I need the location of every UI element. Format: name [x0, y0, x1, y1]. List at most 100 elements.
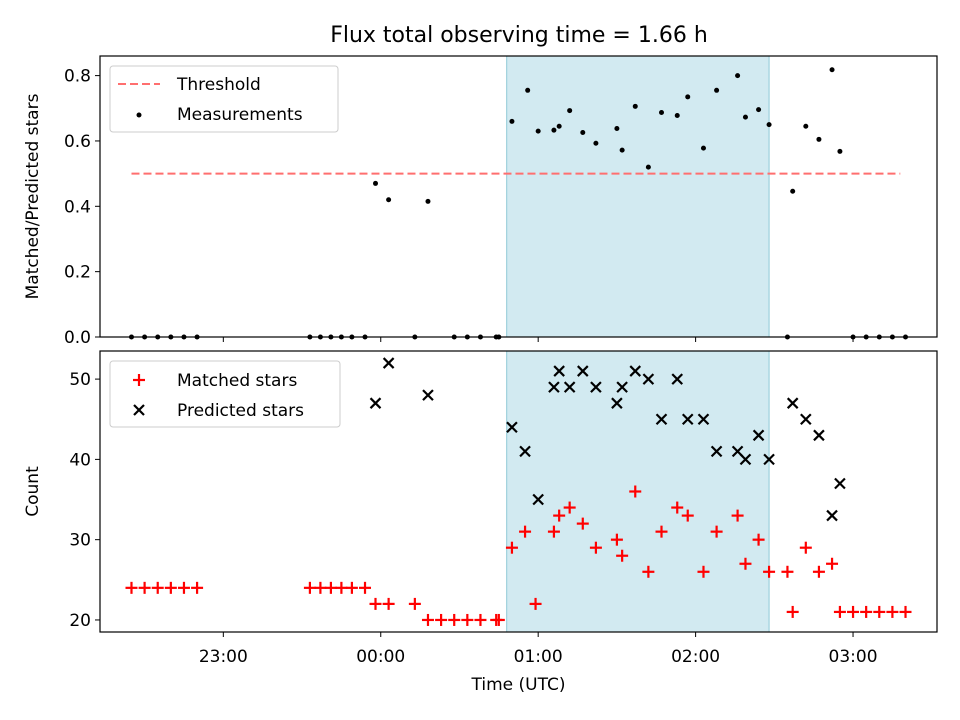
data-point	[590, 381, 602, 393]
data-point	[547, 525, 560, 538]
data-point	[763, 565, 776, 578]
data-point	[642, 373, 655, 385]
data-point	[616, 549, 629, 562]
data-point	[614, 126, 620, 132]
data-point	[461, 613, 474, 626]
count-y-axis-label: Count	[23, 466, 43, 517]
data-point	[580, 129, 586, 135]
data-point	[886, 605, 899, 618]
data-point	[642, 565, 655, 578]
data-point	[505, 541, 518, 554]
data-point	[529, 597, 542, 610]
data-point	[873, 605, 886, 618]
data-point	[589, 541, 602, 554]
data-point	[324, 581, 337, 594]
data-point	[710, 445, 723, 458]
data-point	[563, 381, 576, 393]
data-point	[629, 365, 642, 377]
data-point	[632, 103, 638, 109]
data-point	[752, 429, 765, 442]
data-point	[700, 145, 706, 151]
data-point	[685, 94, 691, 100]
data-point	[435, 613, 448, 626]
legend-matched-label: Matched stars	[177, 371, 297, 391]
data-point	[567, 108, 573, 114]
x-tick-label: 03:00	[829, 647, 878, 667]
data-point	[731, 509, 744, 522]
y-tick-label: 40	[69, 450, 91, 470]
ratio-axes-frame	[99, 55, 938, 338]
data-point	[763, 453, 775, 466]
data-point	[710, 525, 723, 538]
data-point	[681, 509, 694, 522]
data-point	[492, 613, 505, 626]
data-point	[553, 509, 566, 522]
observing-window-shade	[506, 55, 770, 338]
data-point	[369, 397, 382, 409]
y-tick-label: 0.2	[64, 263, 91, 283]
data-point	[421, 613, 434, 626]
data-point	[756, 107, 762, 113]
data-point	[532, 493, 544, 506]
x-tick-label: 23:00	[199, 647, 248, 667]
y-tick-label: 0.4	[64, 197, 91, 217]
data-point	[576, 517, 589, 530]
ratio-panel: 0.00.20.40.60.8 Matched/Predicted stars …	[23, 55, 938, 348]
data-point	[837, 148, 843, 154]
data-point	[382, 597, 395, 610]
legend-threshold-label: Threshold	[176, 75, 261, 95]
data-point	[519, 525, 532, 538]
count-panel: 20 30 40 50 23:00 00:00 01:00 02:00 03:00 Count…	[23, 350, 938, 695]
data-point	[655, 413, 668, 426]
matched-stars-series	[125, 485, 912, 626]
data-point	[553, 365, 565, 377]
data-point	[790, 188, 796, 194]
data-point	[714, 87, 720, 93]
data-point	[563, 501, 576, 514]
data-point	[800, 413, 812, 426]
data-point	[177, 581, 190, 594]
data-point	[786, 397, 799, 409]
y-tick-label: 0.8	[64, 67, 91, 87]
data-point	[422, 389, 434, 401]
data-point	[382, 357, 395, 369]
data-point	[833, 605, 846, 618]
data-point	[671, 373, 684, 385]
legend-matched-swatch	[133, 374, 145, 386]
chart-title: Flux total observing time = 1.66 h	[330, 23, 708, 48]
legend-predicted-label: Predicted stars	[177, 401, 304, 421]
data-point	[616, 381, 628, 393]
data-point	[681, 413, 694, 426]
predicted-stars-series	[369, 357, 846, 522]
x-tick-label: 02:00	[671, 647, 720, 667]
y-tick-label: 30	[69, 531, 91, 551]
data-point	[593, 140, 599, 146]
count-legend-box	[109, 360, 341, 428]
data-point	[525, 87, 531, 93]
data-point	[752, 533, 765, 546]
data-point	[448, 613, 461, 626]
time-x-axis: 23:00 00:00 01:00 02:00 03:00	[199, 632, 878, 667]
data-point	[138, 581, 151, 594]
data-point	[847, 605, 860, 618]
data-point	[359, 581, 372, 594]
ratio-x-ticks	[222, 337, 854, 342]
data-point	[519, 445, 531, 458]
data-point	[509, 118, 515, 124]
data-point	[386, 197, 392, 203]
data-point	[619, 147, 625, 153]
data-point	[739, 557, 752, 570]
data-point	[671, 501, 684, 514]
data-point	[697, 413, 710, 426]
data-point	[610, 533, 623, 546]
data-point	[803, 123, 809, 129]
data-point	[658, 110, 664, 116]
data-point	[335, 581, 348, 594]
data-point	[674, 112, 680, 118]
data-point	[899, 605, 912, 618]
y-tick-label: 20	[69, 611, 91, 631]
data-point	[816, 136, 822, 142]
data-point	[645, 164, 651, 170]
data-point	[164, 581, 177, 594]
y-tick-label: 0.6	[64, 132, 91, 152]
